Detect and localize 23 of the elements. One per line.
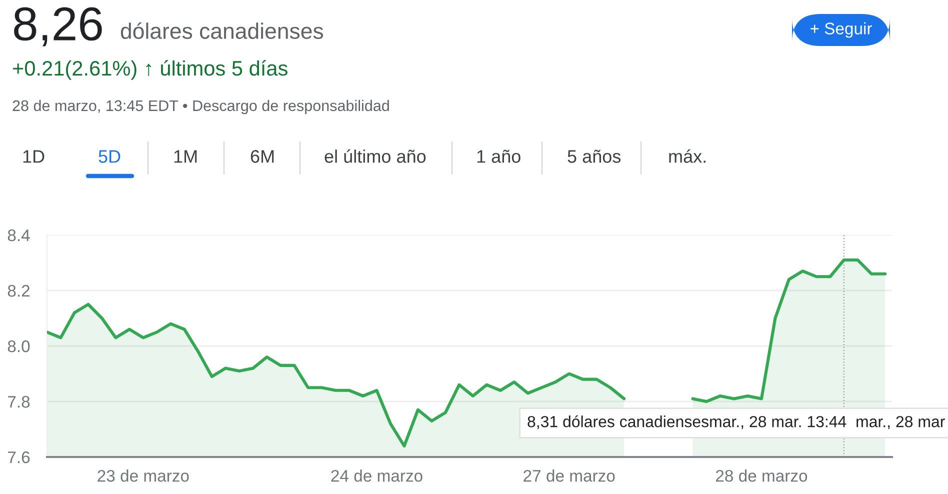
chart-title: 8,26 bbox=[14, 7, 102, 46]
text: máx. bbox=[669, 149, 706, 163]
y-tick-label: 8.2 bbox=[8, 284, 30, 297]
annotation: 8,31 dólares canadiensesmar., 28 mar. 13:44 mar., 28 mar bbox=[528, 415, 945, 430]
x-tick-label: 27 de marzo bbox=[524, 470, 615, 482]
text: el último año bbox=[324, 149, 426, 163]
y-tick-label: 8.4 bbox=[8, 229, 30, 242]
text: 1M bbox=[174, 150, 197, 163]
text: +0.21(2.61%) ↑ últimos 5 días bbox=[13, 60, 288, 80]
chart-subtitle: dólares canadienses bbox=[120, 22, 324, 39]
y-tick-label: 7.8 bbox=[8, 396, 30, 408]
x-tick-label: 24 de marzo bbox=[331, 470, 422, 482]
text: + Seguir bbox=[810, 22, 872, 38]
x-tick-label: 23 de marzo bbox=[98, 470, 189, 482]
y-tick-label: 8.0 bbox=[8, 340, 30, 352]
text: 5 años bbox=[568, 150, 621, 163]
text: 6M bbox=[250, 150, 274, 163]
text: 28 de marzo, 13:45 EDT • Descargo de responsabilidad bbox=[12, 100, 389, 114]
text: 1 año bbox=[477, 150, 520, 163]
y-tick-label: 7.6 bbox=[8, 451, 30, 464]
text: 5D bbox=[98, 150, 120, 163]
text: 1D bbox=[23, 150, 44, 163]
x-tick-label: 28 de marzo bbox=[716, 470, 808, 482]
